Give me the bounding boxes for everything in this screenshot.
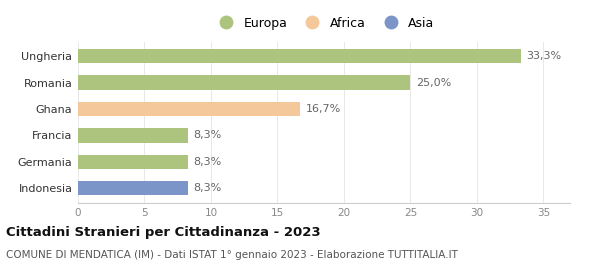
Text: 25,0%: 25,0% (416, 77, 451, 88)
Bar (78, 75, 410, 90)
Text: 33,3%: 33,3% (526, 51, 561, 61)
Text: 16,7%: 16,7% (305, 104, 341, 114)
Bar (78, 181, 188, 196)
Bar (78, 102, 300, 116)
Bar (78, 49, 521, 63)
Text: 8,3%: 8,3% (194, 131, 222, 140)
Text: Cittadini Stranieri per Cittadinanza - 2023: Cittadini Stranieri per Cittadinanza - 2… (6, 226, 320, 239)
Text: 8,3%: 8,3% (194, 183, 222, 193)
Text: COMUNE DI MENDATICA (IM) - Dati ISTAT 1° gennaio 2023 - Elaborazione TUTTITALIA.: COMUNE DI MENDATICA (IM) - Dati ISTAT 1°… (6, 250, 458, 259)
Bar (78, 154, 188, 169)
Text: 8,3%: 8,3% (194, 157, 222, 167)
Bar (78, 128, 188, 143)
Legend: Europa, Africa, Asia: Europa, Africa, Asia (211, 14, 437, 32)
